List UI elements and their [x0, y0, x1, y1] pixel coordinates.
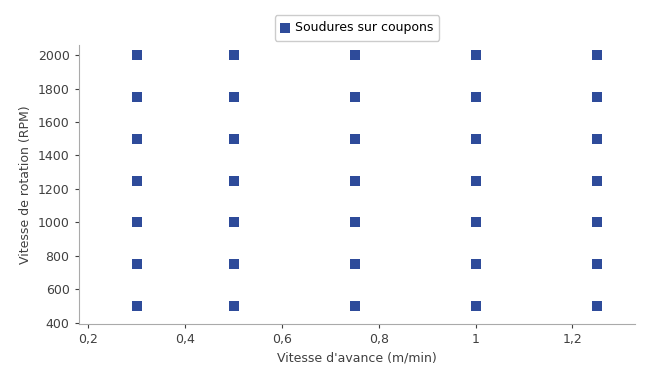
Soudures sur coupons	[229, 219, 239, 225]
Soudures sur coupons	[470, 52, 481, 58]
Soudures sur coupons	[470, 136, 481, 142]
Soudures sur coupons	[349, 303, 360, 309]
Soudures sur coupons	[470, 94, 481, 100]
Soudures sur coupons	[470, 303, 481, 309]
Soudures sur coupons	[591, 219, 602, 225]
Soudures sur coupons	[132, 178, 142, 184]
Legend: Soudures sur coupons: Soudures sur coupons	[274, 15, 440, 41]
Soudures sur coupons	[132, 94, 142, 100]
Soudures sur coupons	[132, 136, 142, 142]
Soudures sur coupons	[229, 261, 239, 267]
Soudures sur coupons	[591, 136, 602, 142]
Soudures sur coupons	[591, 261, 602, 267]
Soudures sur coupons	[591, 178, 602, 184]
Soudures sur coupons	[132, 303, 142, 309]
Soudures sur coupons	[349, 261, 360, 267]
Soudures sur coupons	[229, 303, 239, 309]
Soudures sur coupons	[229, 136, 239, 142]
Soudures sur coupons	[349, 136, 360, 142]
Soudures sur coupons	[349, 178, 360, 184]
Soudures sur coupons	[132, 52, 142, 58]
Soudures sur coupons	[132, 219, 142, 225]
Soudures sur coupons	[470, 261, 481, 267]
Soudures sur coupons	[349, 52, 360, 58]
X-axis label: Vitesse d'avance (m/min): Vitesse d'avance (m/min)	[277, 352, 437, 365]
Soudures sur coupons	[591, 94, 602, 100]
Soudures sur coupons	[229, 178, 239, 184]
Soudures sur coupons	[229, 52, 239, 58]
Soudures sur coupons	[349, 94, 360, 100]
Soudures sur coupons	[591, 303, 602, 309]
Soudures sur coupons	[349, 219, 360, 225]
Soudures sur coupons	[229, 94, 239, 100]
Soudures sur coupons	[470, 178, 481, 184]
Y-axis label: Vitesse de rotation (RPM): Vitesse de rotation (RPM)	[19, 106, 32, 264]
Soudures sur coupons	[132, 261, 142, 267]
Soudures sur coupons	[470, 219, 481, 225]
Soudures sur coupons	[591, 52, 602, 58]
